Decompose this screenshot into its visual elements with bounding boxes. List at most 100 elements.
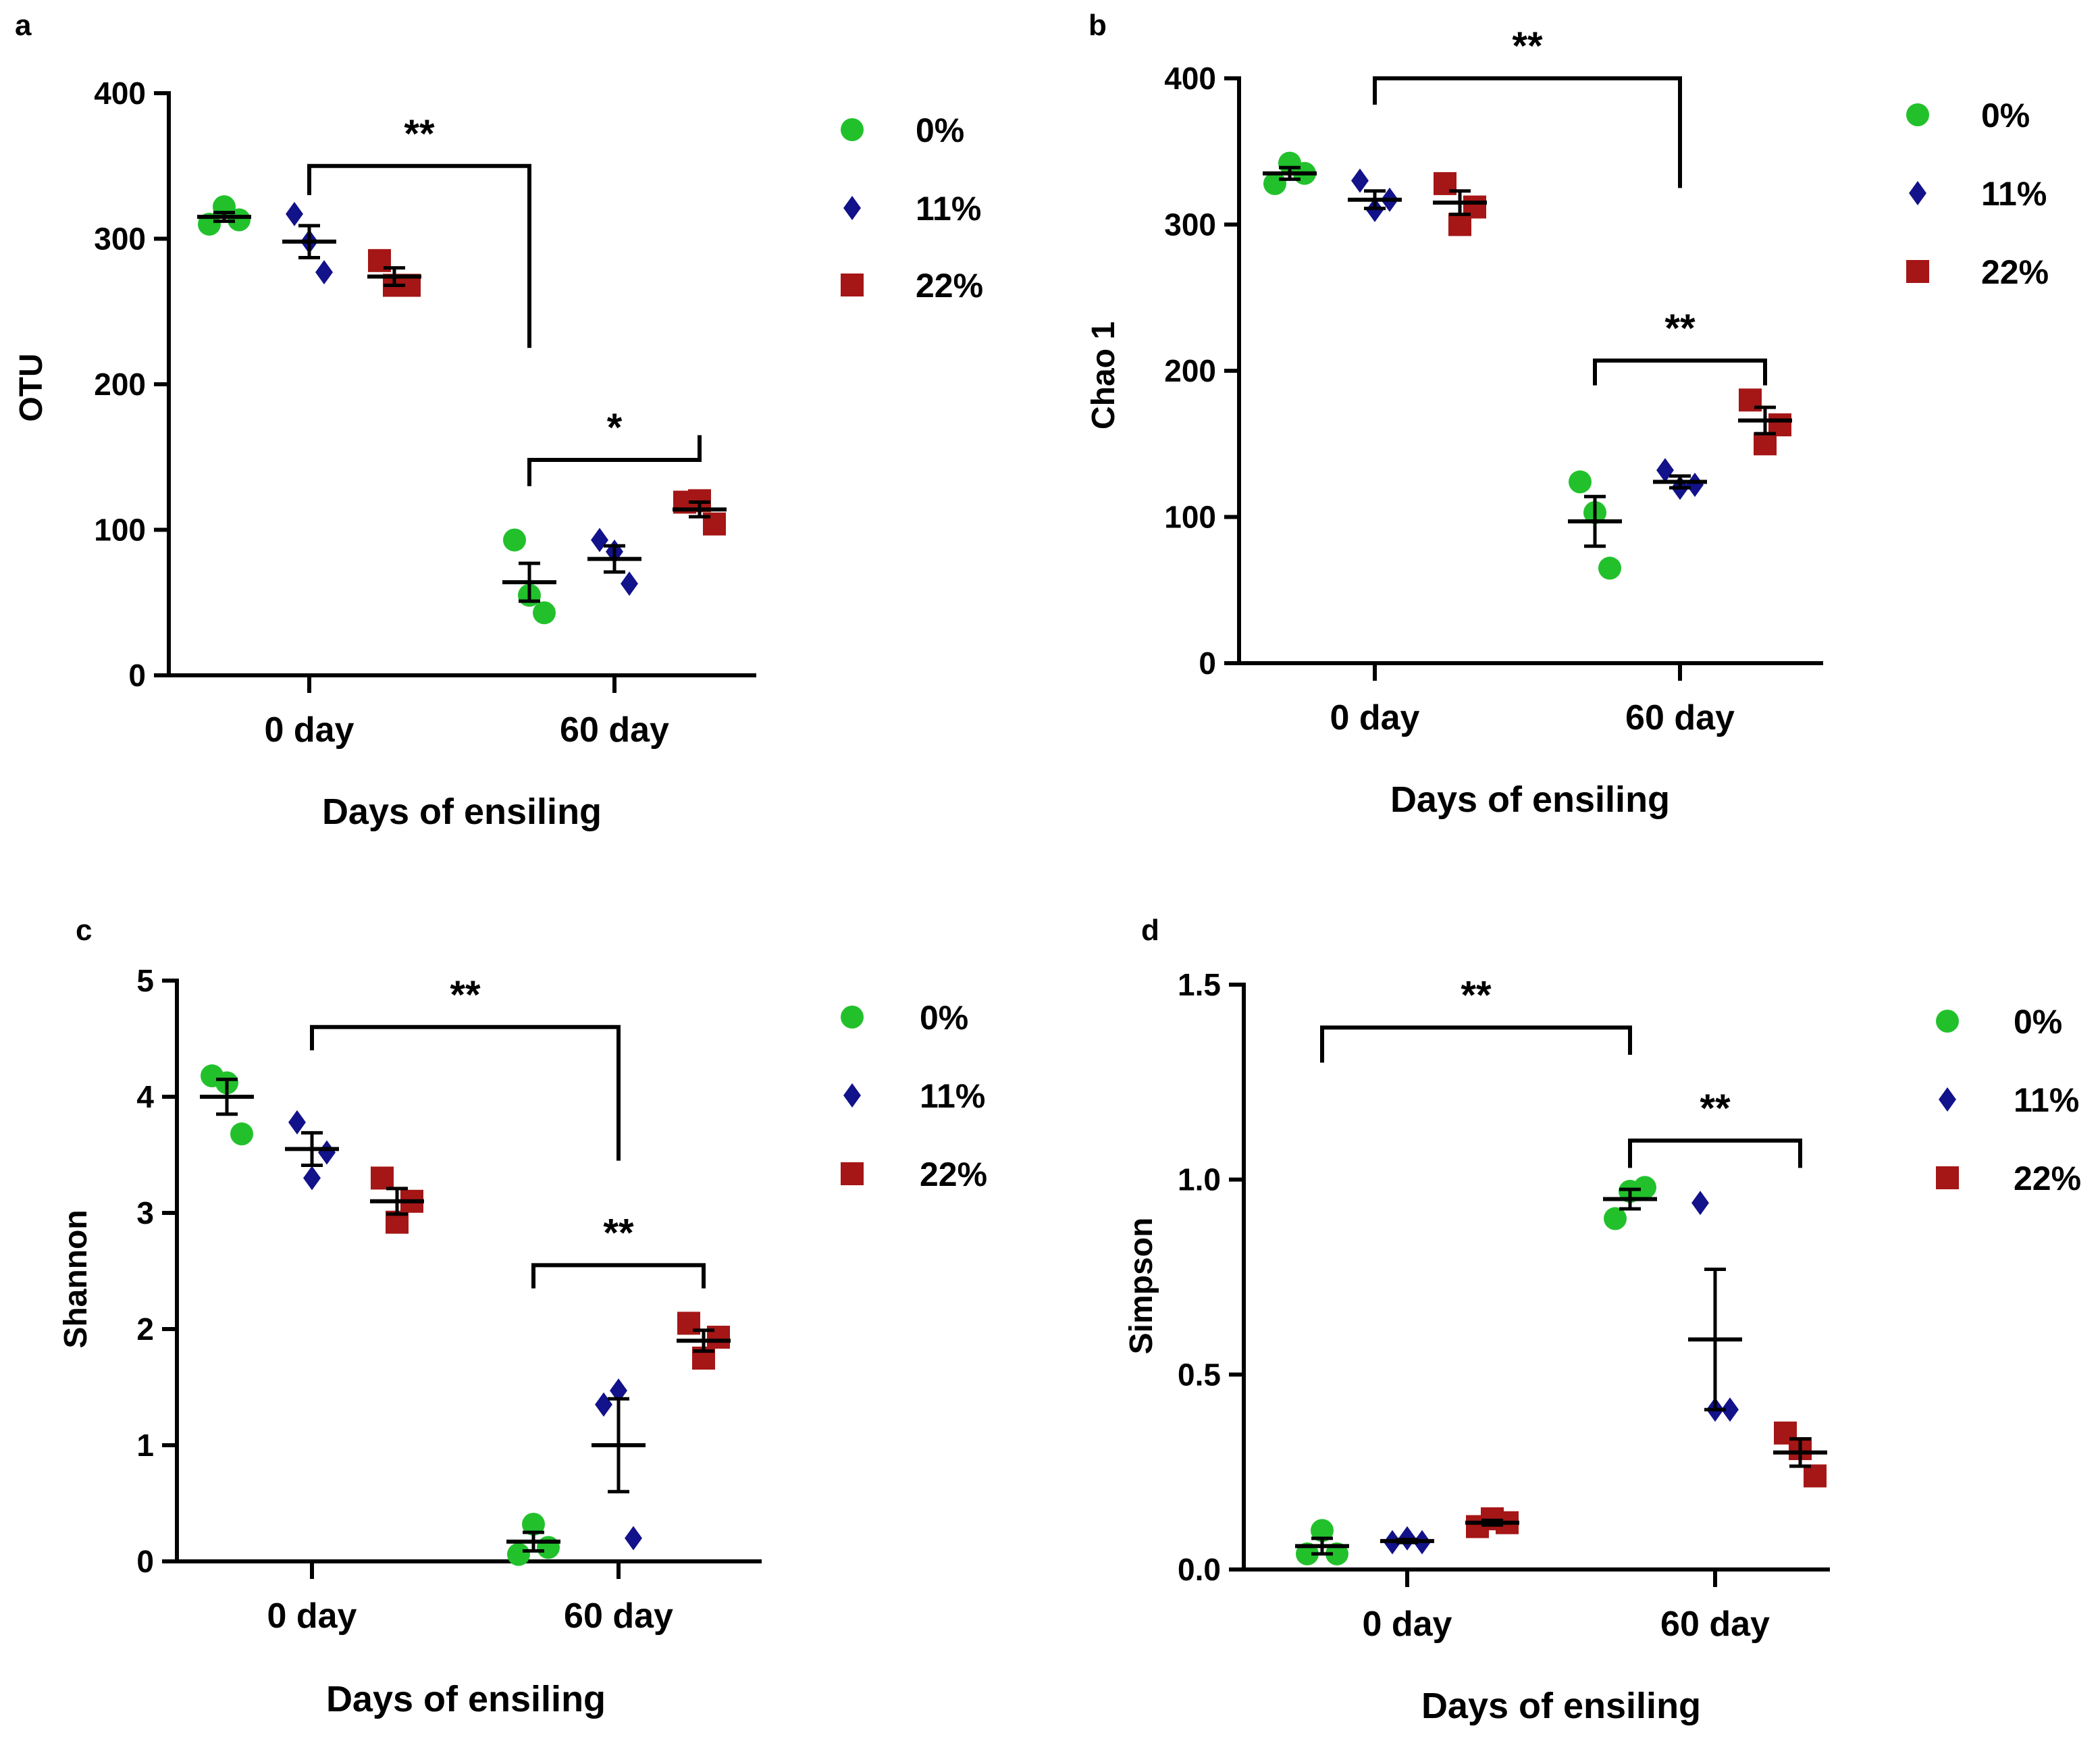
y-tick-label: 5 bbox=[136, 963, 154, 998]
panel-letter-d: d bbox=[1141, 914, 1159, 947]
y-tick-label: 100 bbox=[1164, 500, 1216, 535]
legend-marker bbox=[843, 1083, 861, 1108]
legend-marker bbox=[841, 1162, 864, 1185]
legend-label: 0% bbox=[920, 999, 968, 1037]
x-tick-label: 0 day bbox=[1363, 1605, 1452, 1644]
legend-marker bbox=[1909, 181, 1926, 205]
y-tick-label: 300 bbox=[1164, 207, 1216, 242]
data-point bbox=[533, 601, 556, 625]
data-point bbox=[371, 1166, 394, 1190]
y-tick-label: 0 bbox=[136, 1544, 154, 1579]
data-point bbox=[503, 528, 526, 552]
y-tick-label: 1.5 bbox=[1178, 967, 1221, 1002]
legend-marker bbox=[843, 196, 861, 220]
significance-label: * bbox=[607, 406, 623, 450]
y-axis-title-c: Shannon bbox=[58, 1210, 94, 1348]
data-point bbox=[1691, 1191, 1709, 1216]
x-tick-label: 60 day bbox=[560, 710, 669, 750]
y-tick-label: 400 bbox=[1164, 61, 1216, 96]
x-axis-title-b: Days of ensiling bbox=[1390, 779, 1670, 820]
data-point bbox=[1296, 1542, 1319, 1565]
panel-letter-b: b bbox=[1088, 9, 1107, 42]
x-tick-label: 60 day bbox=[1660, 1605, 1770, 1644]
y-tick-label: 1.0 bbox=[1178, 1162, 1221, 1197]
x-axis-title-d: Days of ensiling bbox=[1421, 1686, 1701, 1726]
y-tick-label: 1 bbox=[136, 1428, 154, 1463]
legend-marker bbox=[1906, 260, 1929, 283]
significance-bracket bbox=[1593, 358, 1767, 386]
legend-label: 22% bbox=[1981, 253, 2049, 291]
significance-label: ** bbox=[603, 1211, 634, 1255]
data-point bbox=[591, 527, 608, 552]
legend-label: 11% bbox=[2014, 1081, 2079, 1119]
y-axis-title-b: Chao 1 bbox=[1086, 321, 1122, 430]
data-point bbox=[1721, 1397, 1739, 1422]
legend-label: 0% bbox=[1981, 97, 2030, 134]
x-tick-label: 0 day bbox=[1330, 698, 1420, 737]
y-tick-label: 100 bbox=[94, 513, 146, 548]
y-tick-label: 0.5 bbox=[1178, 1357, 1221, 1392]
x-axis-title-a: Days of ensiling bbox=[322, 791, 602, 832]
legend-b: 0% 11% 22% bbox=[1906, 97, 2049, 291]
legend-marker bbox=[841, 274, 864, 296]
legend-marker bbox=[1906, 103, 1929, 126]
data-point bbox=[303, 1166, 321, 1191]
data-point bbox=[315, 260, 333, 285]
significance-bracket bbox=[310, 1024, 621, 1161]
significance-bracket bbox=[1628, 1138, 1802, 1168]
legend-label: 0% bbox=[2014, 1003, 2062, 1041]
legend-marker bbox=[841, 1006, 864, 1029]
y-axis-title-a: OTU bbox=[14, 353, 49, 421]
x-tick-label: 0 day bbox=[267, 1597, 357, 1636]
data-point bbox=[1325, 1542, 1348, 1565]
data-point bbox=[286, 201, 303, 226]
data-point bbox=[537, 1536, 560, 1559]
data-point bbox=[507, 1542, 530, 1566]
y-tick-label: 4 bbox=[136, 1079, 154, 1114]
legend-marker bbox=[1939, 1087, 1956, 1112]
significance-bracket bbox=[1373, 76, 1682, 188]
panel-d: d Simpson 0.0 0.5 1.0 1.5 0 day 60 day ** ** Da… bbox=[1124, 914, 2081, 1726]
y-tick-label: 3 bbox=[136, 1195, 154, 1230]
significance-label: ** bbox=[1512, 24, 1543, 68]
panel-letter-c: c bbox=[76, 914, 92, 947]
data-point bbox=[230, 1122, 253, 1146]
data-point bbox=[610, 1378, 627, 1403]
data-point bbox=[621, 571, 638, 596]
panel-b: b Chao 1 0 100 200 300 400 0 day 60 day ** ** Da… bbox=[1086, 9, 2049, 820]
legend-label: 11% bbox=[916, 190, 981, 228]
legend-label: 11% bbox=[1981, 175, 2047, 213]
legend-marker bbox=[1936, 1010, 1959, 1033]
significance-label: ** bbox=[404, 112, 435, 156]
data-point bbox=[288, 1110, 306, 1135]
y-tick-label: 200 bbox=[94, 367, 146, 402]
data-point bbox=[522, 1512, 545, 1536]
data-point bbox=[318, 1140, 336, 1165]
legend-d: 0% 11% 22% bbox=[1936, 1003, 2081, 1197]
y-axis-title-d: Simpson bbox=[1124, 1218, 1159, 1355]
significance-label: ** bbox=[450, 973, 481, 1017]
y-tick-label: 400 bbox=[94, 76, 146, 111]
data-point bbox=[1351, 168, 1369, 193]
data-point bbox=[1569, 470, 1592, 494]
x-tick-label: 0 day bbox=[265, 710, 355, 750]
legend-label: 11% bbox=[920, 1077, 985, 1115]
data-point bbox=[1263, 172, 1286, 195]
legend-a: 0% 11% 22% bbox=[841, 111, 983, 305]
data-point bbox=[1604, 1207, 1627, 1230]
data-point bbox=[1633, 1176, 1656, 1199]
legend-marker bbox=[841, 118, 864, 141]
significance-bracket bbox=[1320, 1025, 1632, 1063]
legend-label: 22% bbox=[920, 1156, 987, 1193]
data-point bbox=[625, 1526, 642, 1551]
panel-letter-a: a bbox=[15, 9, 32, 42]
plot-area-b: 0 100 200 300 400 0 day 60 day ** ** bbox=[1164, 24, 1823, 737]
panel-c: c Shannon 0 1 2 3 4 5 0 day 60 day ** ** Days of … bbox=[58, 914, 987, 1719]
y-tick-label: 200 bbox=[1164, 353, 1216, 388]
x-tick-label: 60 day bbox=[564, 1597, 673, 1636]
significance-label: ** bbox=[1461, 974, 1492, 1018]
legend-label: 22% bbox=[2014, 1160, 2081, 1197]
